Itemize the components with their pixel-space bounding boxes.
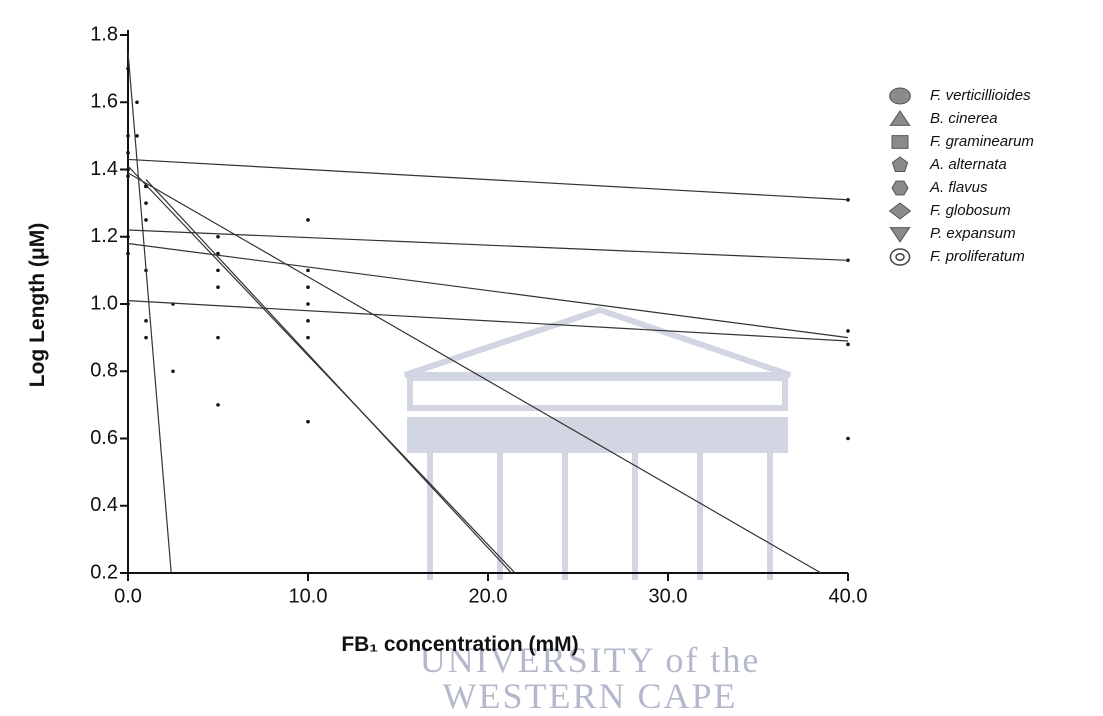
point [306, 302, 310, 306]
point [126, 134, 130, 138]
series [126, 134, 850, 222]
point [216, 403, 220, 407]
watermark-text: WESTERN CAPE [442, 676, 737, 716]
y-tick-label: 0.6 [90, 427, 118, 449]
series [126, 174, 512, 574]
series [126, 218, 850, 273]
point [306, 419, 310, 424]
series [126, 242, 850, 339]
fit-line [127, 242, 849, 339]
legend-marker [888, 202, 912, 220]
y-axis-label: Log Length (μM) [26, 223, 49, 387]
point [126, 174, 130, 179]
watermark-text: UNIVERSITY of the [420, 640, 761, 680]
point [126, 150, 130, 155]
y-tick-label: 0.4 [90, 494, 118, 516]
point [135, 100, 139, 105]
x-axis-label: FB₁ concentration (mM) [341, 633, 578, 656]
y-tick-label: 1.0 [90, 292, 118, 314]
point [216, 234, 220, 239]
fit-line [127, 51, 172, 574]
fit-line [127, 229, 849, 261]
point [126, 234, 130, 239]
series [126, 134, 516, 574]
x-tick-label: 20.0 [469, 585, 508, 607]
y-tick-label: 1.8 [90, 23, 118, 45]
point [144, 218, 148, 222]
legend-marker [889, 87, 911, 105]
y-tick-label: 0.2 [90, 561, 118, 583]
y-tick-label: 1.6 [90, 91, 118, 113]
point [135, 134, 139, 138]
point [126, 302, 130, 306]
fit-line [127, 158, 849, 201]
x-tick-label: 30.0 [649, 585, 688, 607]
point [306, 319, 310, 323]
point [126, 167, 130, 172]
fit-line [145, 179, 512, 574]
legend-label: P. expansum [930, 225, 1016, 242]
legend-label: F. globosum [930, 202, 1011, 219]
x-tick-label: 40.0 [829, 585, 868, 607]
legend-label: A. alternata [929, 156, 1007, 173]
fit-line [127, 165, 516, 574]
point [144, 335, 148, 340]
legend-label: B. cinerea [930, 110, 998, 127]
legend-label: F. verticillioides [930, 87, 1031, 104]
point [144, 319, 148, 323]
point [216, 285, 220, 289]
watermark-building [404, 306, 791, 580]
legend-marker [891, 156, 909, 172]
legend-label: A. flavus [929, 179, 988, 196]
legend-marker [891, 180, 909, 196]
x-tick-label: 10.0 [289, 585, 328, 607]
legend-marker [889, 248, 911, 266]
point [216, 268, 220, 273]
point [846, 436, 850, 441]
point [846, 342, 850, 347]
legend-marker [891, 135, 909, 149]
point [306, 285, 310, 289]
y-tick-label: 1.4 [90, 158, 118, 180]
y-tick-label: 1.2 [90, 225, 118, 247]
series [126, 300, 850, 347]
y-tick-label: 0.8 [90, 360, 118, 382]
legend-label: F. graminearum [930, 133, 1034, 150]
x-tick-label: 0.0 [114, 585, 142, 607]
point [144, 184, 148, 189]
legend-label: F. proliferatum [930, 248, 1025, 265]
point [126, 251, 130, 256]
point [306, 335, 310, 340]
point [171, 369, 175, 374]
point [216, 251, 220, 256]
point [306, 268, 310, 273]
point [306, 218, 310, 222]
legend-marker [889, 227, 911, 243]
point [216, 335, 220, 340]
point [846, 258, 850, 263]
series [126, 167, 850, 574]
fit-line [127, 300, 849, 342]
fit-line [127, 172, 822, 574]
point [846, 329, 850, 333]
legend-marker [895, 253, 905, 261]
series [126, 51, 175, 574]
point [144, 201, 148, 205]
legend-marker [889, 110, 911, 126]
